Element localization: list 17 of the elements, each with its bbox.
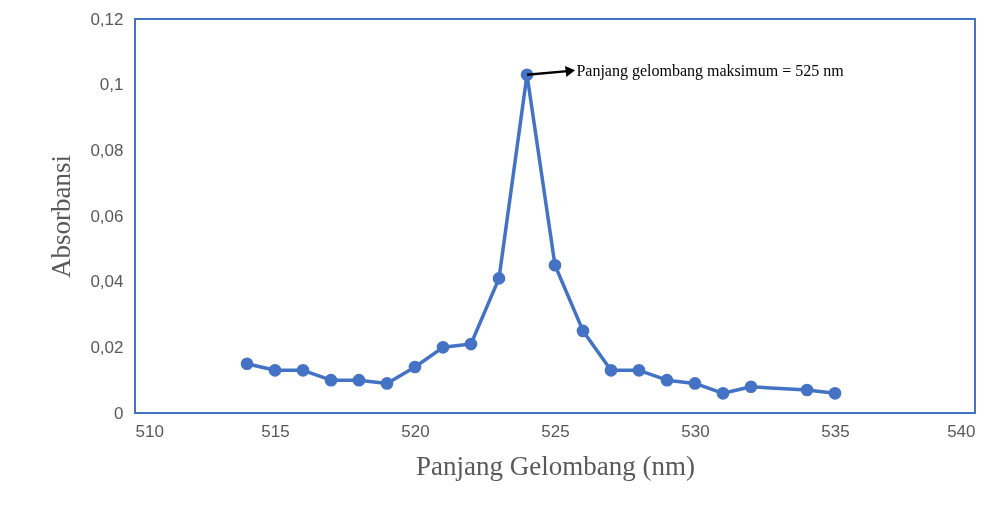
x-tick-label: 535 — [821, 421, 850, 441]
x-tick-label: 510 — [135, 421, 164, 441]
x-axis-title: Panjang Gelombang (nm) — [416, 450, 695, 481]
y-tick-label: 0 — [114, 403, 124, 423]
y-tick-label: 0,04 — [90, 272, 124, 292]
x-tick-label: 530 — [681, 421, 710, 441]
x-tick-label: 515 — [261, 421, 290, 441]
y-axis-title: Absorbansi — [46, 155, 77, 278]
y-tick-label: 0,1 — [99, 75, 124, 95]
y-tick-label: 0,02 — [90, 337, 124, 357]
y-tick-label: 0,12 — [90, 9, 124, 29]
y-tick-label: 0,08 — [90, 140, 124, 160]
annotation: Panjang gelombang maksimum = 525 nm — [576, 61, 845, 80]
y-tick-label: 0,06 — [90, 206, 124, 226]
x-tick-label: 540 — [947, 421, 976, 441]
x-tick-label: 525 — [541, 421, 570, 441]
x-tick-label: 520 — [401, 421, 430, 441]
